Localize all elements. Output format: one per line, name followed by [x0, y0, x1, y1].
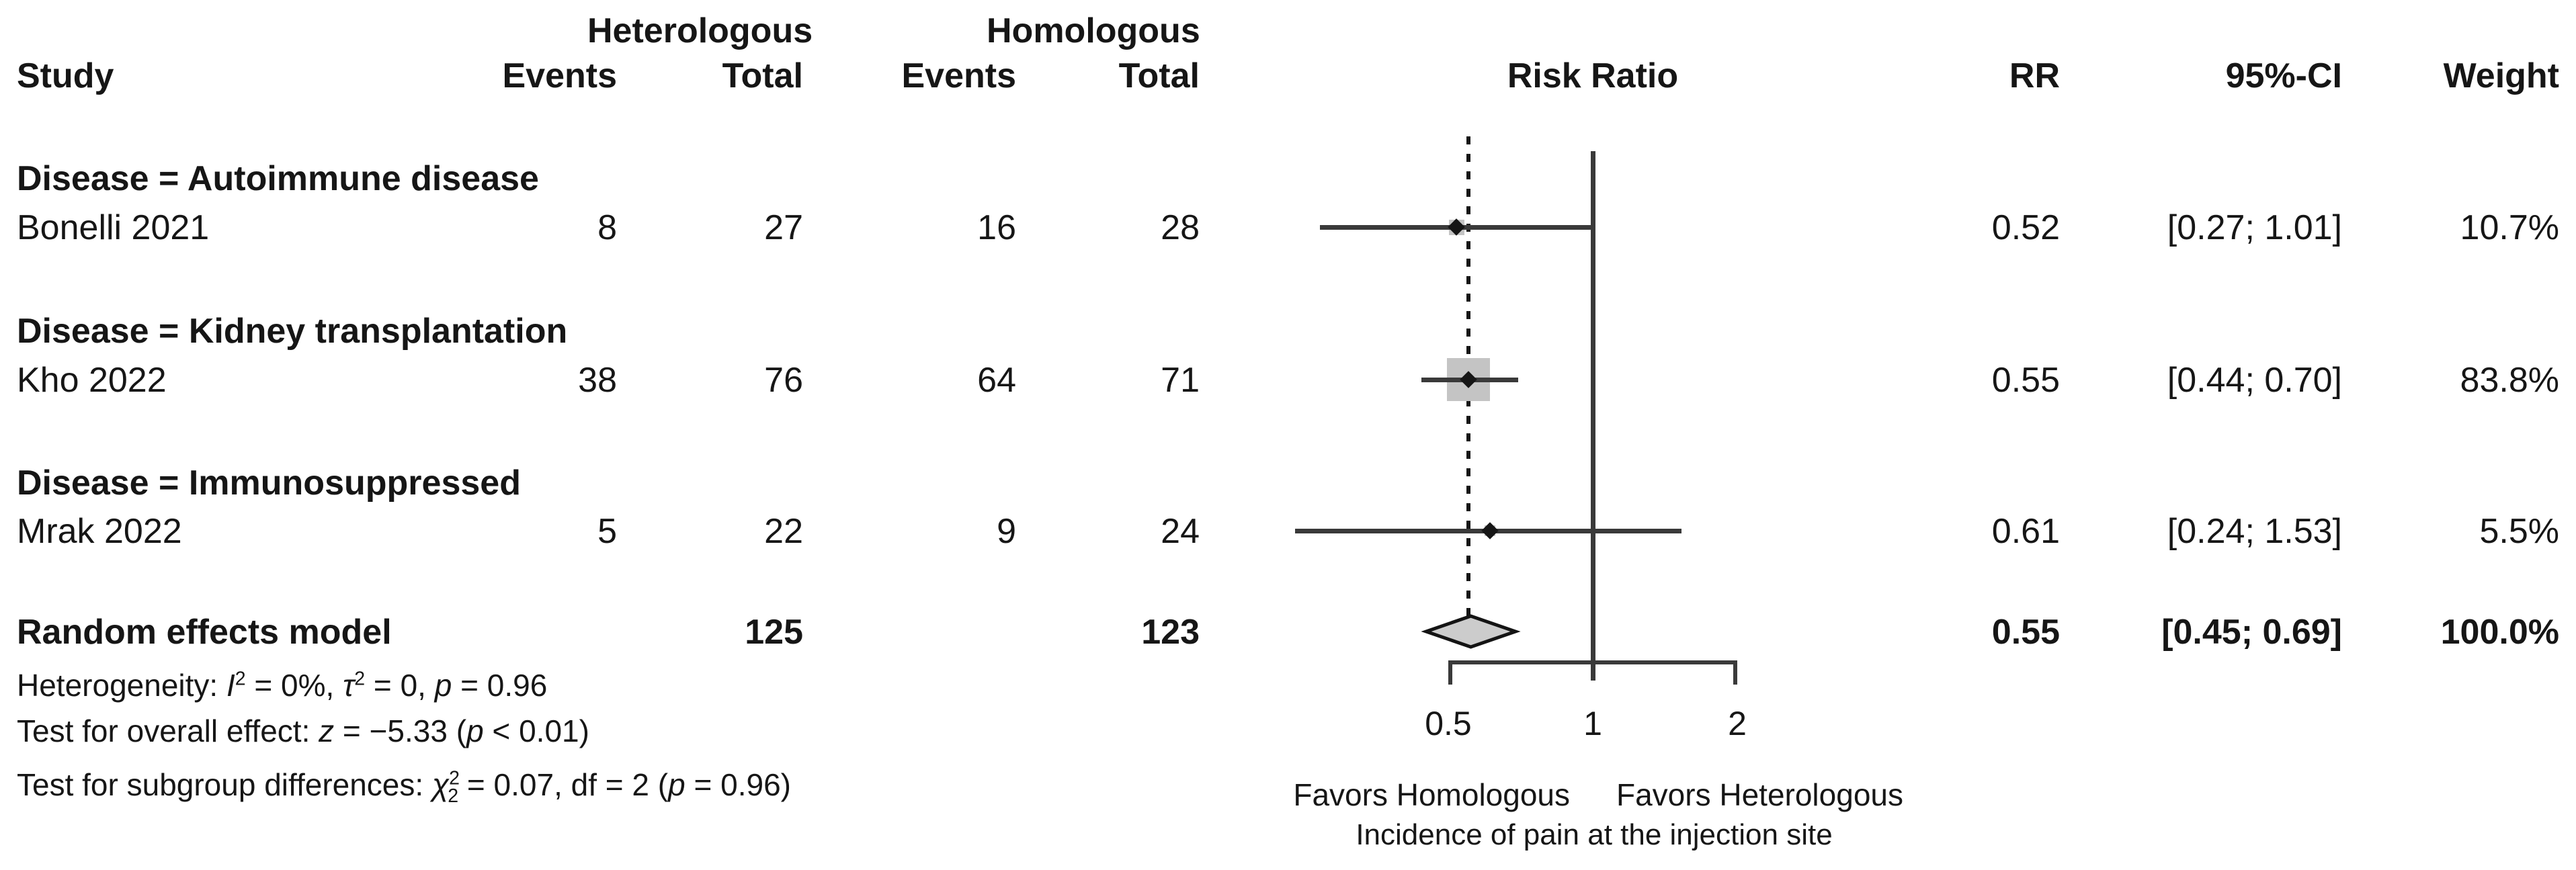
study-rr-value: 0.52	[1991, 208, 2060, 247]
x-axis-bracket-left	[1448, 660, 1452, 685]
heterogeneity-note: Heterogeneity: I2 = 0%, τ2 = 0, p = 0.96	[17, 668, 548, 703]
study-hom-total: 28	[1161, 208, 1200, 247]
column-header-hom-events: Events	[901, 56, 1016, 95]
study-weight-value: 83.8%	[2460, 361, 2559, 400]
summary-label: Random effects model	[17, 613, 392, 652]
summary-hom-total: 123	[1141, 613, 1200, 652]
study-name: Mrak 2022	[17, 512, 182, 551]
column-header-rr: RR	[2009, 56, 2060, 95]
column-header-risk-ratio: Risk Ratio	[1507, 56, 1679, 95]
overall-effect-note: Test for overall effect: z = −5.33 (p < …	[17, 713, 589, 748]
study-hom-total: 71	[1161, 361, 1200, 400]
study-hom-total: 24	[1161, 512, 1200, 551]
study-het-total: 76	[764, 361, 803, 400]
subgroup-title-row: Disease = Kidney transplantation	[0, 310, 2576, 352]
study-ci-value: [0.24; 1.53]	[2167, 512, 2342, 551]
study-rr-value: 0.61	[1991, 512, 2060, 551]
study-weight-value: 10.7%	[2460, 208, 2559, 247]
heterologous-group-header: Heterologous	[587, 11, 813, 50]
homologous-group-header: Homologous	[987, 11, 1200, 50]
study-ci-value: [0.44; 0.70]	[2167, 361, 2342, 400]
study-row: Kho 2022 38 76 64 71 0.55 [0.44; 0.70] 8…	[0, 359, 2576, 401]
subgroup-title: Disease = Autoimmune disease	[17, 159, 539, 198]
study-het-events: 8	[597, 208, 617, 247]
study-hom-events: 16	[977, 208, 1016, 247]
study-name: Kho 2022	[17, 361, 167, 400]
summary-het-total: 125	[745, 613, 803, 652]
column-header-row: Study Events Total Events Total Risk Rat…	[0, 55, 2576, 97]
study-hom-events: 9	[997, 512, 1016, 551]
summary-row: Random effects model 125 123 0.55 [0.45;…	[0, 611, 2576, 653]
study-name: Bonelli 2021	[17, 208, 210, 247]
group-header-row: Heterologous Homologous	[0, 10, 2576, 52]
favors-left-label: Favors Homologous	[1293, 777, 1570, 812]
study-het-events: 38	[578, 361, 617, 400]
x-axis-tick-label: 0.5	[1425, 705, 1472, 742]
column-header-het-events: Events	[502, 56, 617, 95]
x-axis-bracket-right	[1733, 660, 1737, 685]
study-ci-value: [0.27; 1.01]	[2167, 208, 2342, 247]
study-hom-events: 64	[977, 361, 1016, 400]
study-row: Bonelli 2021 8 27 16 28 0.52 [0.27; 1.01…	[0, 207, 2576, 249]
study-rr-value: 0.55	[1991, 361, 2060, 400]
subgroup-title: Disease = Kidney transplantation	[17, 312, 568, 351]
subgroup-title-row: Disease = Autoimmune disease	[0, 158, 2576, 200]
summary-ci-value: [0.45; 0.69]	[2161, 613, 2342, 652]
summary-weight-value: 100.0%	[2440, 613, 2559, 652]
favors-right-label: Favors Heterologous	[1616, 777, 1903, 812]
x-axis-tick-label: 1	[1583, 705, 1602, 742]
reference-line	[1591, 151, 1595, 681]
column-header-hom-total: Total	[1118, 56, 1200, 95]
summary-rr-value: 0.55	[1991, 613, 2060, 652]
column-header-ci: 95%-CI	[2225, 56, 2342, 95]
x-axis-tick-label: 2	[1728, 705, 1747, 742]
summary-diamond	[1421, 614, 1521, 649]
x-axis-caption: Incidence of pain at the injection site	[1356, 818, 1833, 851]
study-het-total: 22	[764, 512, 803, 551]
column-header-weight: Weight	[2443, 56, 2559, 95]
study-weight-value: 5.5%	[2479, 512, 2559, 551]
x-axis-line	[1448, 660, 1737, 664]
study-row: Mrak 2022 5 22 9 24 0.61 [0.24; 1.53] 5.…	[0, 511, 2576, 552]
subgroup-title-row: Disease = Immunosuppressed	[0, 462, 2576, 504]
column-header-study: Study	[17, 56, 114, 95]
column-header-het-total: Total	[722, 56, 803, 95]
study-het-events: 5	[597, 512, 617, 551]
subgroup-title: Disease = Immunosuppressed	[17, 464, 521, 503]
study-het-total: 27	[764, 208, 803, 247]
subgroup-differences-note: Test for subgroup differences: χ22 = 0.0…	[17, 767, 791, 808]
